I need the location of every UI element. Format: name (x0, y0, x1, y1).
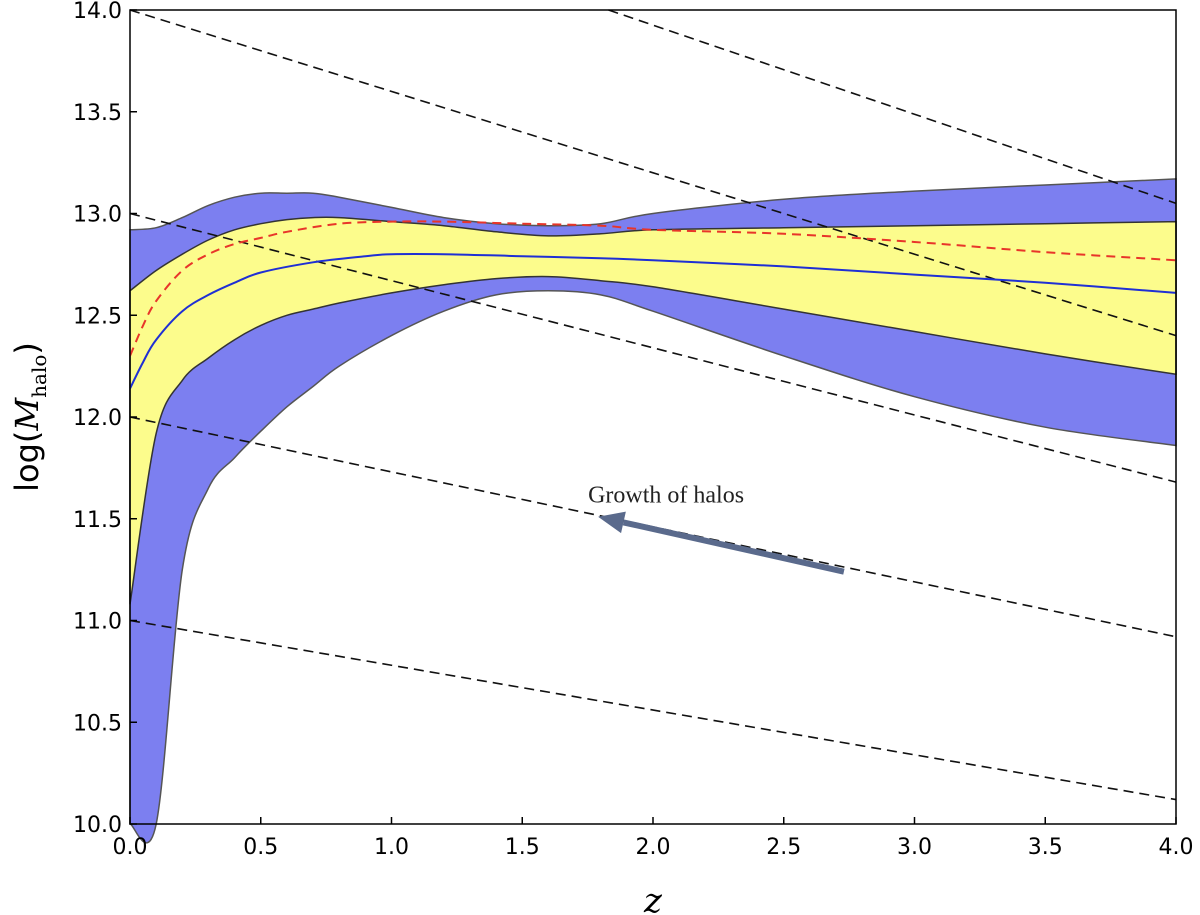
growth-arrow-shaft (622, 519, 845, 575)
y-tick-label: 13.5 (73, 101, 122, 126)
x-tick-label: 0.5 (243, 835, 278, 860)
y-axis-title-symbol: M (8, 397, 46, 432)
x-axis-ticks: 0.0 0.5 1.0 1.5 2.0 2.5 3.0 3.5 4.0 (113, 817, 1194, 860)
x-tick-label: 2.0 (636, 835, 671, 860)
median-line (129, 252, 1177, 389)
inner-band (129, 216, 1177, 605)
outer-band (129, 178, 1177, 844)
y-tick-label: 11.5 (73, 508, 122, 533)
annotation-text: Growth of halos (588, 482, 744, 508)
x-tick-label: 1.5 (505, 835, 540, 860)
x-tick-label: 4.0 (1159, 835, 1194, 860)
y-axis-title: log(Mhalo) (8, 342, 51, 492)
y-tick-label: 11.0 (73, 610, 122, 635)
growth-track-line (129, 619, 1177, 801)
x-axis-title: z (643, 881, 663, 915)
y-tick-label: 10.5 (73, 711, 122, 736)
growth-track-line (129, 212, 1177, 483)
growth-track-line (608, 9, 1177, 205)
x-tick-label: 3.0 (897, 835, 932, 860)
x-tick-label: 0.0 (113, 835, 148, 860)
y-tick-label: 14.0 (73, 0, 122, 24)
y-tick-label: 10.0 (73, 813, 122, 838)
growth-track-line (129, 9, 1177, 337)
y-tick-label: 12.0 (73, 406, 122, 431)
y-tick-label: 13.0 (73, 203, 122, 228)
y-axis-title-prefix: log( (8, 431, 46, 492)
x-tick-label: 1.0 (374, 835, 409, 860)
x-tick-label: 2.5 (766, 835, 801, 860)
x-tick-label: 3.5 (1028, 835, 1063, 860)
dashed-red-line (129, 220, 1177, 357)
plot-area: Growth of halos (129, 9, 1177, 844)
y-tick-label: 12.5 (73, 304, 122, 329)
growth-arrow-head (598, 511, 626, 534)
y-axis-title-subscript: halo (27, 355, 51, 398)
y-axis-ticks: 10.0 10.5 11.0 11.5 12.0 12.5 13.0 13.5 14.0 (73, 0, 137, 838)
y-axis-title-suffix: ) (8, 342, 46, 354)
